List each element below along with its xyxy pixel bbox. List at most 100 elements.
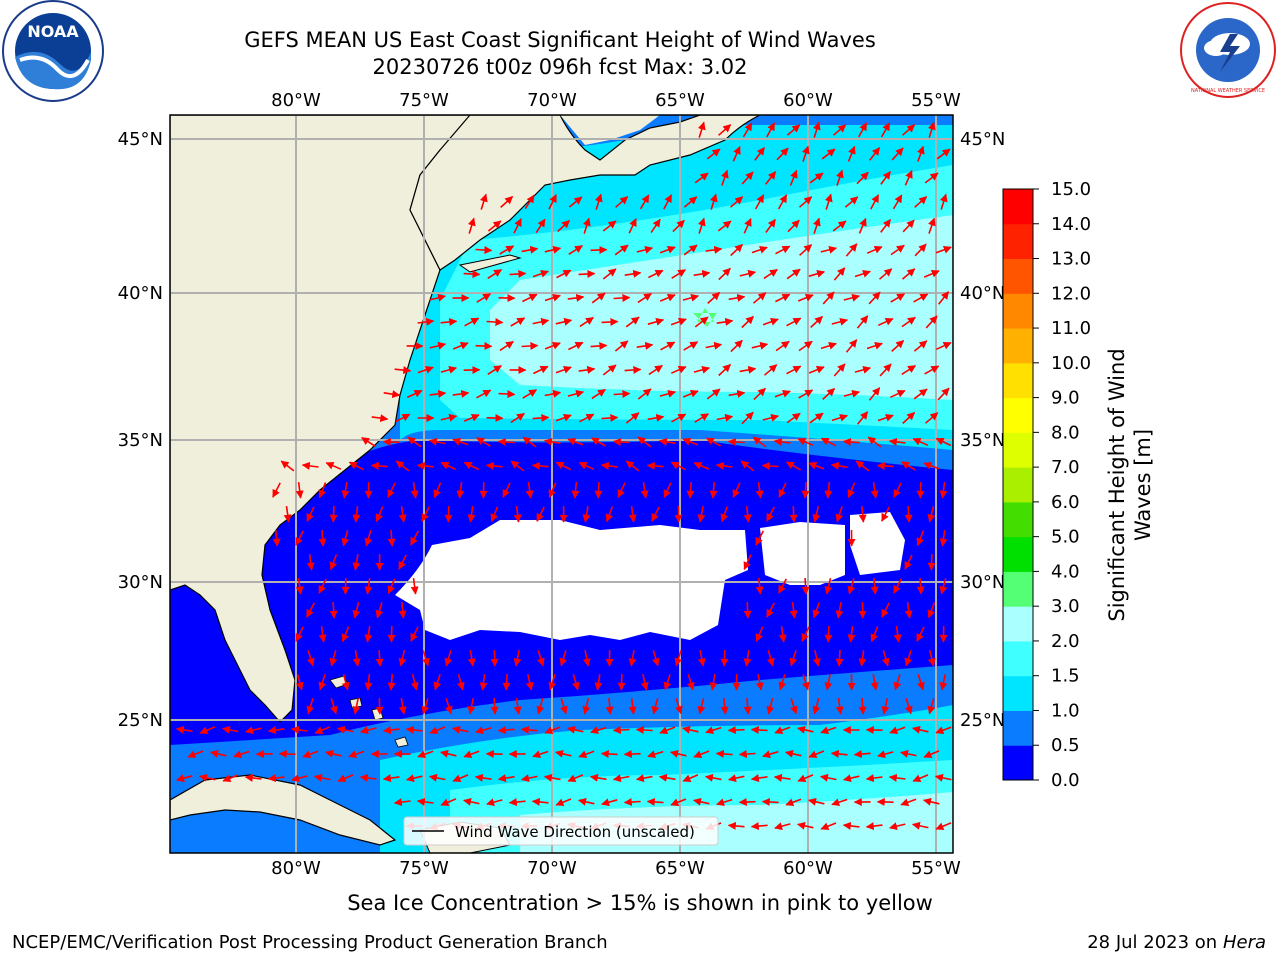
wave-direction-arrow [500,196,514,208]
wave-direction-arrow [820,822,837,831]
wave-direction-arrow [847,626,856,643]
wave-direction-arrow [889,389,906,399]
wave-direction-arrow [671,269,687,279]
wave-direction-arrow [625,316,640,328]
wave-direction-arrow [646,797,664,806]
wave-direction-arrow [422,650,430,667]
lon-label: 80°W [271,90,321,111]
wave-direction-arrow [467,649,476,667]
wave-direction-arrow [766,602,776,618]
wave-direction-arrow [582,698,591,715]
wave-direction-arrow [579,316,594,328]
wave-direction-arrow [858,649,867,667]
wave-direction-arrow [410,577,419,595]
wave-direction-arrow [835,506,844,523]
wave-direction-arrow [798,196,813,208]
wave-direction-arrow [532,269,549,278]
wave-direction-arrow [888,773,906,782]
wave-direction-arrow [923,797,940,806]
wave-direction-arrow [773,773,791,782]
lat-label: 30°N [960,572,1005,593]
wave-direction-arrow [842,821,860,830]
wave-direction-arrow [499,245,515,255]
wave-direction-arrow [513,505,522,523]
wave-direction-arrow [778,625,787,643]
lat-label: 30°N [118,572,163,593]
wind-wave-arrows [175,121,952,831]
wave-direction-arrow [651,698,660,715]
map-title: GEFS MEAN US East Coast Significant Heig… [244,28,876,52]
wave-direction-arrow [659,245,676,254]
wave-direction-arrow [913,293,929,303]
wave-direction-arrow [880,170,891,185]
wave-direction-arrow [927,506,936,523]
wave-direction-arrow [935,341,952,351]
wave-direction-arrow [398,697,407,715]
wave-direction-arrow [709,481,718,499]
colorbar-tick-label: 0.5 [1051,735,1080,756]
wave-direction-arrow [497,437,515,446]
wave-direction-arrow [490,697,499,715]
wave-direction-arrow [824,481,833,499]
wave-direction-arrow [855,460,870,472]
wave-direction-arrow [857,122,868,138]
wave-direction-arrow [939,481,948,499]
wave-direction-arrow [901,124,916,136]
wave-direction-arrow [670,317,687,326]
wave-direction-arrow [812,506,821,523]
wave-direction-arrow [452,437,469,446]
wave-direction-arrow [777,194,788,210]
wave-direction-arrow [548,482,557,499]
wave-direction-arrow [755,577,764,595]
wave-direction-arrow [513,218,522,234]
wave-direction-arrow [291,774,308,783]
wave-direction-arrow [718,363,731,377]
wave-direction-arrow [778,482,787,498]
wave-direction-arrow [858,217,867,234]
wave-direction-arrow [548,674,557,691]
wave-direction-arrow [843,389,861,398]
wave-direction-arrow [467,698,476,715]
wave-direction-arrow [927,650,936,667]
wave-direction-arrow [820,245,838,254]
wave-direction-arrow [272,529,281,547]
wave-direction-arrow [330,698,338,715]
wave-direction-arrow [904,650,913,667]
wave-direction-arrow [295,577,304,595]
wave-direction-arrow [881,698,890,715]
wave-band-2.0-3.0 [490,215,953,400]
colorbar-bin [1003,432,1033,468]
wave-direction-arrow [697,217,706,234]
wave-direction-arrow [808,269,826,278]
colorbar-bin [1003,293,1033,329]
wave-direction-arrow [812,650,821,667]
wave-direction-arrow [786,317,802,327]
wave-direction-arrow [474,773,492,782]
wave-direction-arrow [923,750,940,759]
wave-direction-arrow [313,773,331,782]
wave-direction-arrow [567,389,585,398]
wave-direction-arrow [325,462,342,470]
wave-direction-arrow [487,220,502,232]
wave-direction-arrow [314,726,331,735]
wave-direction-arrow [578,461,595,471]
wave-direction-arrow [535,218,546,234]
wave-direction-arrow [832,220,847,232]
wave-direction-arrow [743,217,752,234]
wave-direction-arrow [890,293,906,303]
wave-direction-arrow [382,774,400,783]
wave-direction-arrow [797,821,814,830]
wave-direction-arrow [740,460,755,472]
wave-direction-arrow [798,389,814,399]
lat-label: 40°N [960,283,1005,304]
wave-direction-arrow [660,341,676,351]
wave-direction-arrow [267,774,285,783]
colorbar [1002,188,1034,781]
wave-direction-arrow [697,698,706,715]
wave-direction-arrow [480,193,488,210]
wave-direction-arrow [301,461,319,470]
wave-direction-arrow [199,726,216,735]
wave-direction-arrow [602,364,617,376]
wave-direction-arrow [904,601,913,619]
wave-direction-arrow [738,798,756,807]
